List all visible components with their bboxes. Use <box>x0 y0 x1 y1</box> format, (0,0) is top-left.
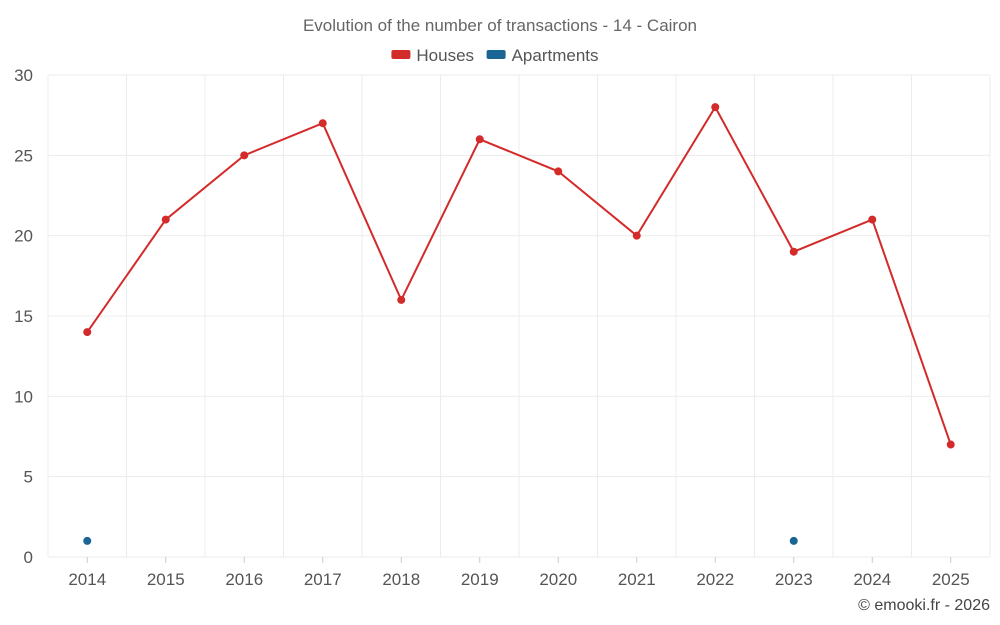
x-tick-label: 2016 <box>225 570 263 589</box>
legend-swatch <box>391 50 411 59</box>
y-tick-label: 10 <box>14 387 33 406</box>
legend-label: Houses <box>416 46 474 65</box>
data-point-houses <box>318 119 327 128</box>
y-axis: 0 5 10 15 20 25 30 <box>14 66 33 567</box>
grid <box>47 74 991 558</box>
legend-label: Apartments <box>512 46 599 65</box>
series-line-houses <box>86 105 952 445</box>
x-axis: 2014 2015 2016 2017 2018 2019 2020 2021 2022 2023… <box>68 557 970 589</box>
data-point-houses <box>554 167 563 176</box>
legend-item-houses: Houses <box>391 46 474 65</box>
x-tick-label: 2019 <box>461 570 499 589</box>
y-tick-label: 30 <box>14 66 33 85</box>
data-point-apartments <box>83 536 92 545</box>
series-houses <box>83 103 955 449</box>
x-tick-label: 2025 <box>932 570 970 589</box>
data-point-houses <box>632 231 641 240</box>
y-tick-label: 25 <box>14 146 33 165</box>
legend-item-apartments: Apartments <box>486 46 599 65</box>
x-tick-label: 2022 <box>696 570 734 589</box>
data-point-houses <box>711 103 720 112</box>
chart-title: Evolution of the number of transactions … <box>303 16 697 35</box>
x-tick-label: 2017 <box>304 570 342 589</box>
x-tick-label: 2024 <box>853 570 891 589</box>
data-point-houses <box>475 135 484 144</box>
legend-swatch <box>486 50 506 59</box>
y-tick-label: 0 <box>24 548 33 567</box>
data-point-houses <box>789 247 798 256</box>
series-apartments <box>83 536 798 545</box>
x-tick-label: 2020 <box>539 570 577 589</box>
y-tick-label: 5 <box>24 468 33 487</box>
x-tick-label: 2023 <box>775 570 813 589</box>
data-point-houses <box>868 215 877 224</box>
data-point-houses <box>83 328 92 337</box>
x-tick-label: 2015 <box>147 570 185 589</box>
data-point-houses <box>946 440 955 449</box>
credit-text: © emooki.fr - 2026 <box>858 597 990 614</box>
x-tick-label: 2014 <box>68 570 106 589</box>
series-layer <box>83 103 955 545</box>
legend: Houses Apartments <box>391 46 599 65</box>
data-point-apartments <box>789 536 798 545</box>
data-point-houses <box>240 151 249 160</box>
y-tick-label: 15 <box>14 307 33 326</box>
data-point-houses <box>161 215 170 224</box>
x-tick-label: 2018 <box>382 570 420 589</box>
data-point-houses <box>397 295 406 304</box>
y-tick-label: 20 <box>14 227 33 246</box>
x-tick-label: 2021 <box>618 570 656 589</box>
